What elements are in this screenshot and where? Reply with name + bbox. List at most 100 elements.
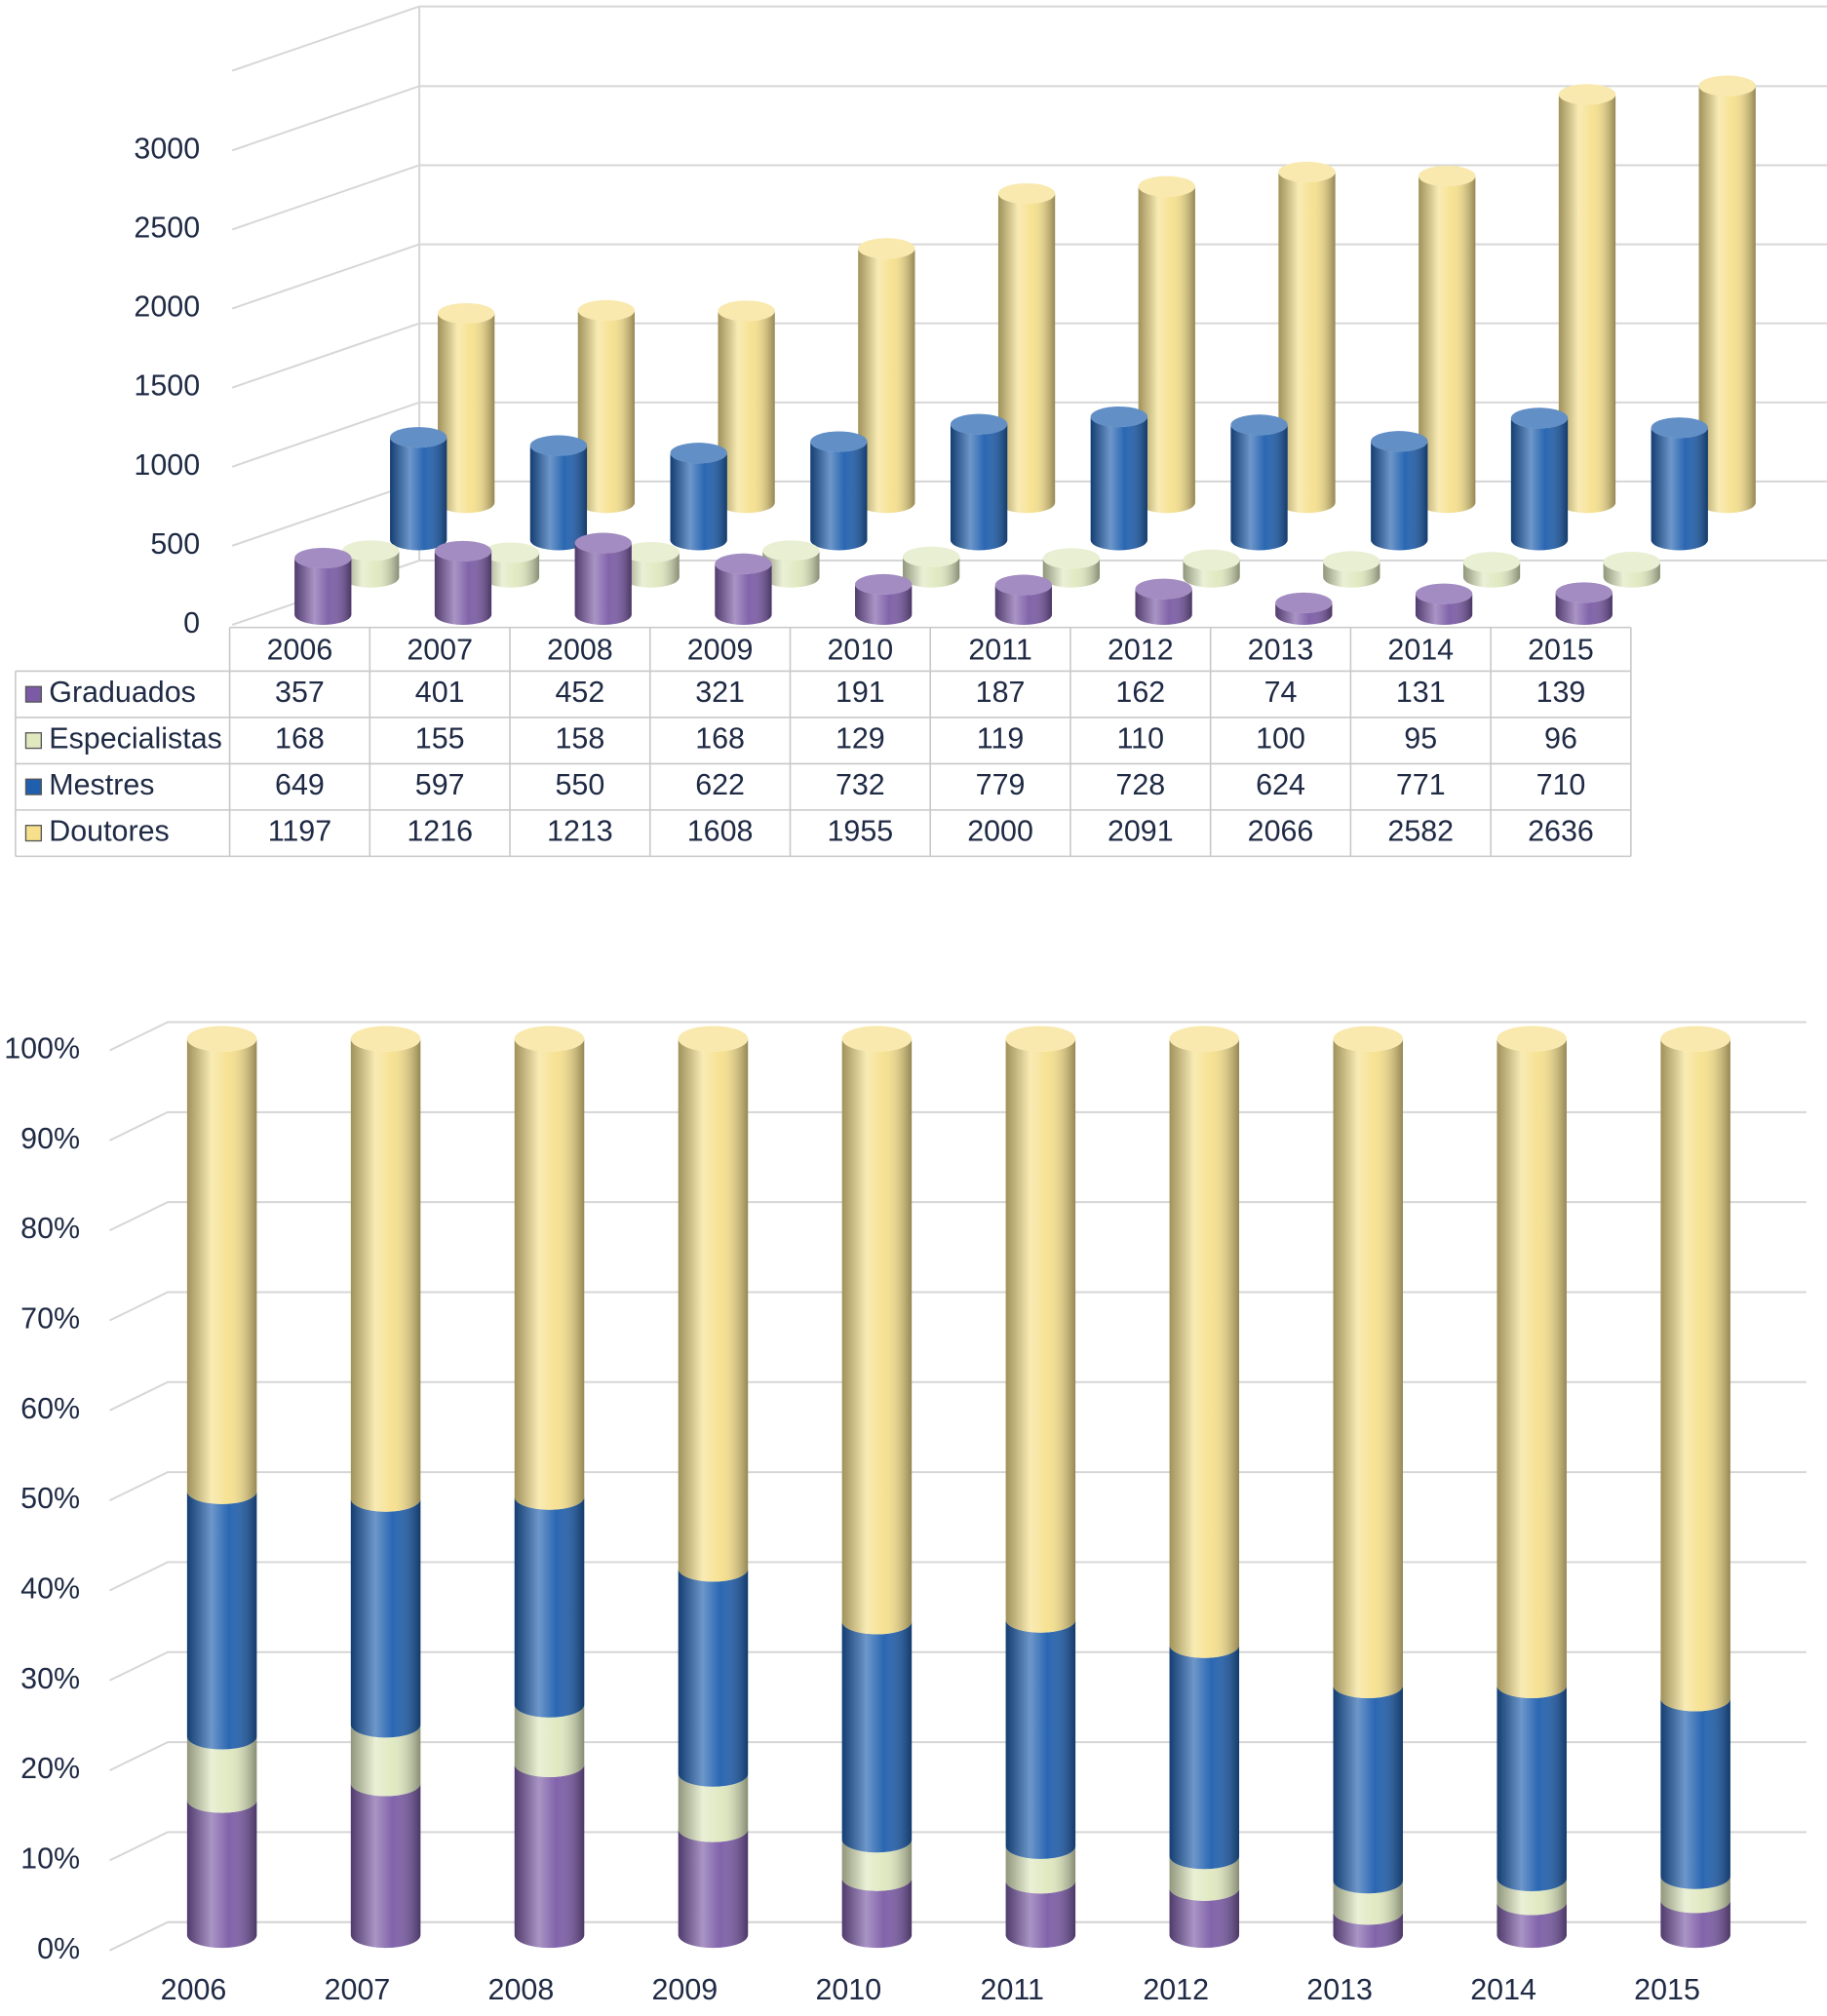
y-tick-label: 20%	[20, 1752, 80, 1785]
x-tick-label: 2006	[161, 1973, 227, 2006]
cylinder-top	[1462, 552, 1521, 573]
table-value: 401	[415, 676, 465, 709]
cylinder-top-light	[342, 540, 400, 562]
x-tick-label: 2015	[1634, 1973, 1700, 2006]
table-value: 96	[1544, 722, 1577, 756]
cylinder-top	[1230, 414, 1288, 436]
cylinder-top-light	[678, 1026, 749, 1052]
cylinder-top	[1183, 549, 1240, 570]
cylinder-top	[294, 547, 352, 569]
y-tick-label: 2000	[134, 291, 200, 324]
table-value: 452	[556, 676, 605, 709]
table-value: 357	[275, 676, 325, 709]
cylinder-top	[1419, 165, 1476, 187]
grid-line	[109, 1471, 1807, 1502]
grid-line	[109, 1021, 1807, 1052]
grid-line	[109, 1920, 1807, 1952]
legend-marker	[24, 778, 43, 795]
wall-top	[231, 5, 1827, 72]
cylinder-top	[1497, 1026, 1567, 1052]
cylinder-top-light	[1497, 1026, 1567, 1052]
shading	[841, 1840, 913, 1891]
cylinder-top-light	[350, 1026, 421, 1052]
cylinder-top	[434, 540, 492, 562]
table-value: 110	[1117, 722, 1165, 756]
cylinder-top-light	[186, 1026, 257, 1052]
shading	[715, 563, 772, 625]
cylinder-top-light	[1462, 552, 1521, 573]
grid-line	[109, 1291, 1807, 1322]
shading	[903, 557, 960, 588]
cylinder-top-light	[715, 553, 772, 574]
table-value: 119	[977, 722, 1025, 756]
table-value: 710	[1536, 768, 1586, 801]
cylinder-top	[1660, 1026, 1730, 1052]
table-value: 100	[1256, 722, 1305, 756]
table-value: 162	[1115, 676, 1165, 709]
legend-marker	[24, 825, 43, 842]
x-tick-label: 2011	[968, 634, 1031, 667]
shading	[1333, 1038, 1403, 1698]
y-tick-label: 100%	[4, 1032, 80, 1066]
shading	[482, 553, 540, 588]
cylinder-top-light	[1603, 552, 1660, 573]
cylinder-top	[1278, 161, 1336, 183]
cylinder-top-light	[294, 547, 352, 569]
cylinder-top-light	[529, 435, 588, 456]
x-tick-label: 2015	[1528, 634, 1594, 667]
cylinder-top-light	[438, 302, 495, 325]
shading	[1275, 602, 1333, 625]
cylinder-top	[670, 443, 727, 464]
shading	[997, 193, 1056, 514]
table-value: 187	[976, 676, 1026, 709]
cylinder-top	[903, 546, 960, 567]
cylinder-top	[1510, 407, 1569, 429]
grid-line	[109, 1650, 1807, 1682]
cylinder-top	[762, 540, 820, 562]
cylinder-top-light	[994, 574, 1053, 596]
shading	[350, 1783, 421, 1949]
table-value: 624	[1256, 768, 1305, 801]
table-value: 1955	[827, 815, 893, 848]
cylinder-top-light	[1275, 592, 1333, 613]
y-tick-label: 1500	[134, 369, 200, 403]
y-tick-label: 90%	[20, 1122, 80, 1155]
legend-label: Doutores	[49, 815, 169, 848]
cylinder-top-light	[514, 1026, 585, 1052]
shading	[1183, 560, 1240, 588]
x-tick-label: 2012	[1143, 1973, 1209, 2006]
cylinder-top-light	[950, 413, 1008, 435]
shading	[434, 551, 492, 625]
shading	[670, 452, 727, 551]
shading	[1660, 1876, 1730, 1914]
cylinder-top	[1333, 1026, 1403, 1052]
legend-label: Graduados	[49, 676, 196, 709]
table-value: 597	[415, 768, 465, 801]
grid-line	[109, 1831, 1807, 1862]
x-tick-label: 2011	[981, 1973, 1044, 2006]
y-tick-label: 500	[150, 527, 200, 561]
table-value: 779	[976, 768, 1026, 801]
cylinder-top	[438, 302, 495, 325]
shading	[1497, 1685, 1567, 1892]
cylinder-top	[577, 299, 636, 321]
shading	[1333, 1880, 1403, 1925]
grid-line	[109, 1201, 1807, 1232]
cylinder-top-light	[1415, 583, 1473, 604]
shading	[622, 552, 680, 588]
cylinder-top-light	[1005, 1026, 1076, 1052]
shading	[1660, 1038, 1730, 1712]
shading	[1558, 94, 1616, 514]
shading	[1090, 416, 1147, 551]
legend-label: Especialistas	[49, 722, 222, 756]
cylinder-top-light	[997, 182, 1056, 205]
x-tick-label: 2012	[1108, 634, 1174, 667]
y-tick-label: 40%	[20, 1572, 80, 1606]
grid-line	[231, 401, 1827, 468]
y-tick-label: 60%	[20, 1392, 80, 1425]
table-value: 158	[556, 722, 605, 756]
cylinder-top	[1138, 175, 1195, 197]
cylinder-top-light	[1371, 431, 1428, 452]
grid-line	[109, 1110, 1807, 1142]
